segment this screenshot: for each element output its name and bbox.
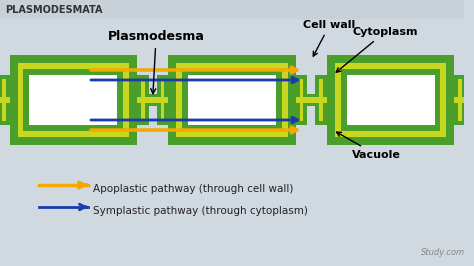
Bar [161, 79, 164, 121]
Text: Vacuole: Vacuole [337, 132, 401, 160]
Bar [296, 94, 327, 106]
Bar [454, 97, 464, 103]
Bar [0, 0, 464, 18]
Bar [0, 94, 10, 106]
Bar [137, 94, 168, 106]
Bar [24, 69, 123, 131]
Bar [300, 79, 303, 121]
Bar [335, 63, 447, 137]
Bar [188, 75, 276, 125]
Bar [18, 63, 129, 137]
Bar [156, 75, 168, 125]
Bar [137, 97, 168, 103]
Bar [454, 94, 464, 106]
Bar [327, 55, 454, 145]
Bar [168, 55, 296, 145]
Bar [10, 55, 137, 145]
Bar [137, 75, 149, 125]
Bar [0, 97, 10, 103]
Bar [176, 63, 288, 137]
Bar [141, 79, 145, 121]
Bar [454, 75, 466, 125]
Bar [182, 69, 282, 131]
Bar [315, 75, 327, 125]
Bar [346, 75, 435, 125]
Text: Symplastic pathway (through cytoplasm): Symplastic pathway (through cytoplasm) [93, 206, 308, 216]
Text: Plasmodesma: Plasmodesma [108, 30, 205, 94]
Bar [29, 75, 118, 125]
Bar [0, 75, 10, 125]
Bar [296, 75, 307, 125]
Text: Cell wall: Cell wall [303, 20, 356, 56]
Bar [341, 69, 440, 131]
Bar [458, 79, 462, 121]
Bar [2, 79, 6, 121]
Text: Apoplastic pathway (through cell wall): Apoplastic pathway (through cell wall) [93, 184, 293, 194]
Text: PLASMODESMATA: PLASMODESMATA [5, 5, 102, 15]
Text: Cytoplasm: Cytoplasm [336, 27, 418, 72]
Bar [319, 79, 323, 121]
Bar [296, 97, 327, 103]
Text: Study.com: Study.com [421, 248, 465, 257]
